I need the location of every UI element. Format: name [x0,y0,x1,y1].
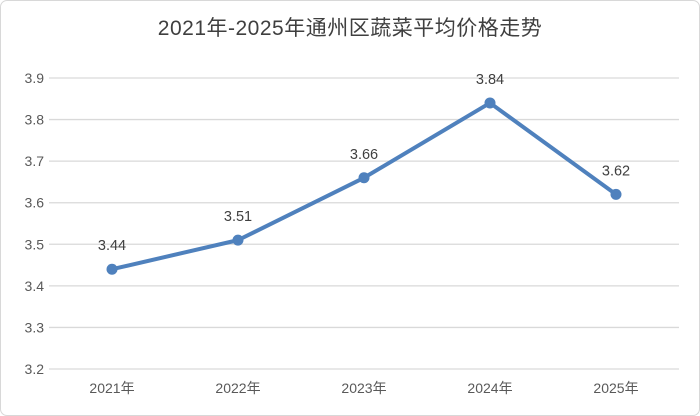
y-axis-tick-label: 3.7 [25,153,45,169]
data-point-marker [232,234,244,246]
data-point-label: 3.66 [350,147,378,163]
chart-title: 2021年-2025年通州区蔬菜平均价格走势 [157,17,543,40]
y-axis-tick-label: 3.6 [25,195,45,211]
data-point-label: 3.62 [602,163,630,179]
data-point-marker [610,188,622,200]
x-axis-category-label: 2024年 [467,380,512,396]
y-axis-tick-label: 3.2 [25,361,45,377]
y-axis-tick-label: 3.8 [25,112,45,128]
x-axis-category-label: 2025年 [593,380,638,396]
x-axis-category-label: 2021年 [89,380,134,396]
y-axis-tick-label: 3.3 [25,319,45,335]
data-point-marker [358,172,370,184]
x-axis-category-label: 2022年 [215,380,260,396]
y-axis-tick-label: 3.4 [25,278,45,294]
y-axis-tick-label: 3.5 [25,236,45,252]
data-point-label: 3.44 [98,238,126,254]
data-point-marker [484,97,496,109]
data-point-label: 3.84 [476,72,504,88]
data-point-label: 3.51 [224,209,252,225]
x-axis-category-label: 2023年 [341,380,386,396]
y-axis-tick-label: 3.9 [25,70,45,86]
data-point-marker [106,263,118,275]
